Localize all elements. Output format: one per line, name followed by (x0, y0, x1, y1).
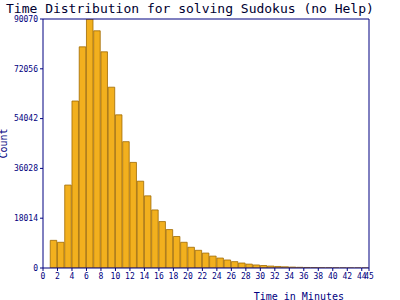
svg-text:2: 2 (55, 272, 60, 281)
svg-text:90070: 90070 (14, 15, 38, 24)
svg-text:6: 6 (84, 272, 89, 281)
svg-text:14: 14 (140, 272, 150, 281)
svg-text:18014: 18014 (14, 214, 38, 223)
svg-text:72056: 72056 (14, 65, 38, 74)
svg-text:32: 32 (270, 272, 280, 281)
svg-text:34: 34 (284, 272, 294, 281)
svg-text:54042: 54042 (14, 114, 38, 123)
svg-text:Count: Count (8, 128, 9, 158)
svg-text:20: 20 (183, 272, 193, 281)
svg-text:16: 16 (154, 272, 164, 281)
svg-text:45: 45 (364, 272, 374, 281)
html-text:Time Distribution for solving: Time Distribution for solving Sudokus (n… (6, 1, 374, 16)
svg-text:22: 22 (198, 272, 208, 281)
svg-text:42: 42 (342, 272, 352, 281)
svg-text:18: 18 (169, 272, 179, 281)
svg-text:26: 26 (227, 272, 237, 281)
svg-text:30: 30 (256, 272, 266, 281)
svg-text:24: 24 (212, 272, 222, 281)
svg-text:36028: 36028 (14, 164, 38, 173)
svg-text:4: 4 (70, 272, 75, 281)
svg-text:40: 40 (328, 272, 338, 281)
svg-text:Time in Minutes: Time in Minutes (254, 291, 344, 300)
svg-text:38: 38 (313, 272, 323, 281)
svg-text:12: 12 (125, 272, 135, 281)
svg-text:10: 10 (111, 272, 121, 281)
svg-text:28: 28 (241, 272, 251, 281)
svg-text:8: 8 (99, 272, 104, 281)
svg-text:0: 0 (41, 272, 46, 281)
svg-text:36: 36 (299, 272, 309, 281)
svg-text:0: 0 (33, 264, 38, 273)
svg-text:44: 44 (356, 271, 367, 281)
